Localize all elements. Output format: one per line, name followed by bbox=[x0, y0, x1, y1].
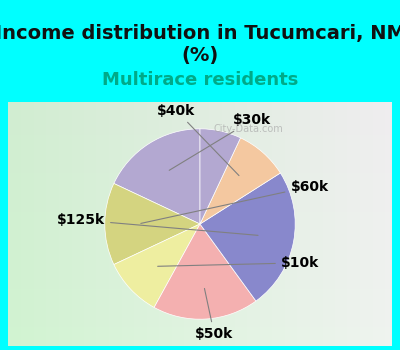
Text: $60k: $60k bbox=[141, 180, 328, 223]
Wedge shape bbox=[114, 129, 200, 224]
Text: $40k: $40k bbox=[157, 104, 239, 176]
Wedge shape bbox=[105, 183, 200, 265]
Text: City-Data.com: City-Data.com bbox=[214, 124, 283, 134]
Text: Multirace residents: Multirace residents bbox=[102, 71, 298, 89]
Wedge shape bbox=[200, 173, 295, 301]
Text: $10k: $10k bbox=[158, 256, 319, 270]
Wedge shape bbox=[200, 129, 240, 224]
Text: $30k: $30k bbox=[169, 113, 272, 170]
Wedge shape bbox=[154, 224, 256, 319]
Text: Income distribution in Tucumcari, NM
(%): Income distribution in Tucumcari, NM (%) bbox=[0, 25, 400, 65]
Text: $50k: $50k bbox=[195, 288, 234, 341]
Text: $125k: $125k bbox=[57, 213, 258, 235]
Wedge shape bbox=[114, 224, 200, 307]
Wedge shape bbox=[200, 138, 280, 224]
